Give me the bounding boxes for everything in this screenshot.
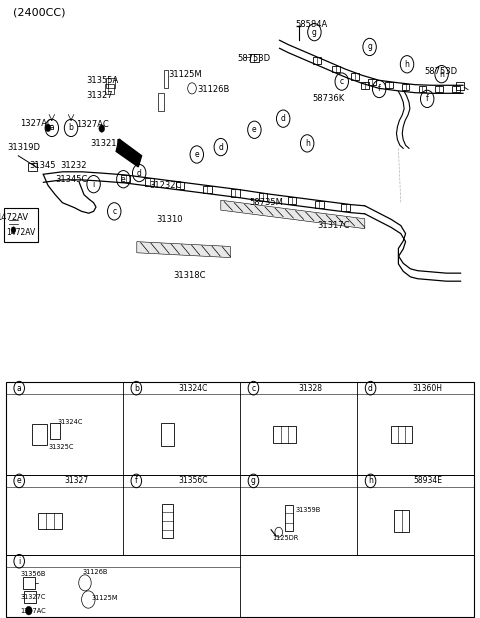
Text: b: b <box>69 124 73 132</box>
Text: b: b <box>134 384 139 392</box>
Text: 1327AC: 1327AC <box>76 121 108 129</box>
Text: 31232C: 31232C <box>149 181 181 190</box>
Text: 31356C: 31356C <box>179 476 208 485</box>
Text: 31318C: 31318C <box>173 271 205 279</box>
Text: 31324C: 31324C <box>179 384 208 392</box>
Text: 31310: 31310 <box>156 215 182 224</box>
Text: f: f <box>426 95 429 103</box>
Text: 31360H: 31360H <box>412 384 443 392</box>
Text: 31319D: 31319D <box>7 143 40 151</box>
Text: 1327AC: 1327AC <box>20 607 46 614</box>
Text: 31356B: 31356B <box>20 570 46 577</box>
Text: 31317C: 31317C <box>317 221 349 230</box>
Text: 31325C: 31325C <box>49 444 74 450</box>
Text: 58736K: 58736K <box>312 95 344 103</box>
Text: 58735M: 58735M <box>250 198 284 207</box>
Text: e: e <box>121 175 126 184</box>
Text: 1125DR: 1125DR <box>273 535 299 541</box>
Text: 31345: 31345 <box>29 161 55 170</box>
Polygon shape <box>221 200 365 229</box>
Text: 31345C: 31345C <box>56 175 88 184</box>
Text: 1472AV: 1472AV <box>7 227 36 237</box>
Text: 1472AV: 1472AV <box>0 213 28 222</box>
Text: 58584A: 58584A <box>295 20 327 29</box>
Text: 31321F: 31321F <box>90 139 121 148</box>
Text: d: d <box>368 384 373 392</box>
Text: h: h <box>368 476 373 485</box>
Text: h: h <box>439 70 444 78</box>
Text: d: d <box>218 143 223 151</box>
Text: a: a <box>49 124 54 132</box>
Text: f: f <box>378 85 381 93</box>
Text: 58753D: 58753D <box>238 54 271 63</box>
Text: c: c <box>252 384 255 392</box>
Text: (2400CC): (2400CC) <box>13 7 66 17</box>
Text: 31327: 31327 <box>64 476 88 485</box>
Text: e: e <box>252 125 257 134</box>
Text: i: i <box>93 180 95 188</box>
Text: 58753D: 58753D <box>425 67 458 75</box>
Text: e: e <box>194 150 199 159</box>
Circle shape <box>99 125 105 132</box>
Text: 31359B: 31359B <box>295 507 320 513</box>
Text: 31125M: 31125M <box>91 595 118 601</box>
Polygon shape <box>116 139 142 167</box>
Text: c: c <box>340 77 344 86</box>
Text: h: h <box>405 60 409 69</box>
Text: c: c <box>112 207 116 216</box>
Text: 31328: 31328 <box>298 384 322 392</box>
Text: f: f <box>135 476 138 485</box>
Text: 31126B: 31126B <box>83 569 108 575</box>
Text: d: d <box>137 169 142 177</box>
Text: h: h <box>305 139 310 148</box>
Text: i: i <box>18 557 20 565</box>
Circle shape <box>45 124 51 132</box>
Text: 58934E: 58934E <box>413 476 442 485</box>
Polygon shape <box>137 242 230 258</box>
Text: 31232: 31232 <box>60 161 86 170</box>
Text: 31324C: 31324C <box>58 419 83 425</box>
Text: 31125M: 31125M <box>168 70 202 78</box>
Text: g: g <box>251 476 256 485</box>
Text: 1327AC: 1327AC <box>20 119 53 128</box>
Text: 31355A: 31355A <box>86 76 119 85</box>
Text: g: g <box>312 28 317 36</box>
Text: e: e <box>17 476 22 485</box>
Text: 31126B: 31126B <box>197 85 229 94</box>
Circle shape <box>25 606 32 615</box>
Circle shape <box>11 227 16 233</box>
Text: g: g <box>367 43 372 51</box>
Text: a: a <box>17 384 22 392</box>
Text: 31327C: 31327C <box>20 594 46 600</box>
Text: 31327: 31327 <box>86 91 113 100</box>
Text: d: d <box>281 114 286 123</box>
